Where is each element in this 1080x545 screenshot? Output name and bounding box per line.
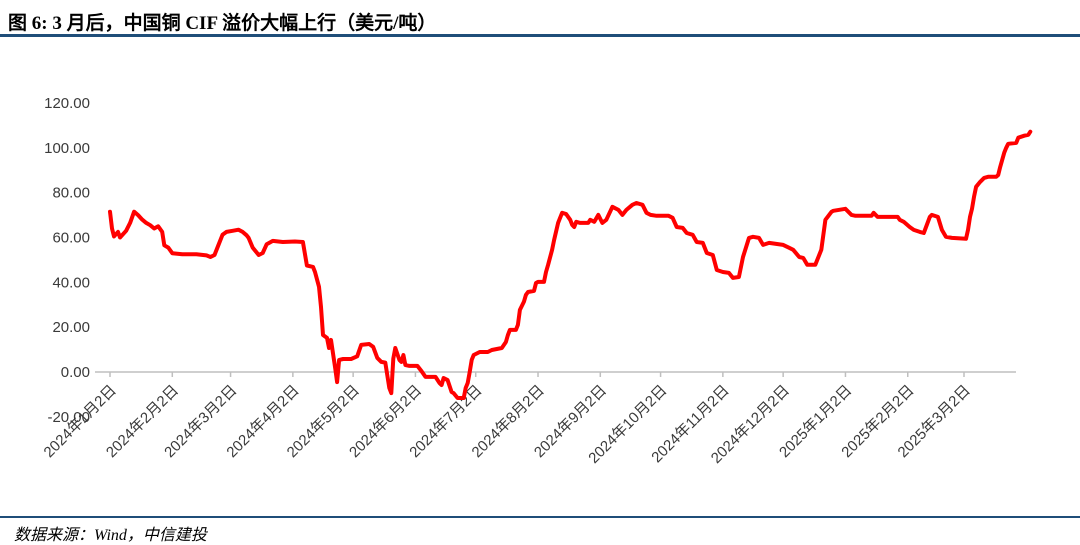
y-tick-label: -20.00 <box>47 409 90 426</box>
data-source-note: 数据来源：Wind，中信建投 <box>14 527 207 544</box>
y-tick-label: 120.00 <box>44 95 90 112</box>
y-tick-label: 80.00 <box>52 185 90 202</box>
page-title: 图 6: 3 月后，中国铜 CIF 溢价大幅上行（美元/吨） <box>8 13 437 34</box>
price-line <box>108 129 1033 400</box>
y-tick-label: 40.00 <box>52 274 90 291</box>
title-divider <box>0 34 1080 37</box>
y-tick-label: 60.00 <box>52 230 90 247</box>
y-tick-label: 0.00 <box>61 364 90 381</box>
y-tick-label: 20.00 <box>52 319 90 336</box>
footer-divider <box>0 516 1080 518</box>
y-tick-label: 100.00 <box>44 140 90 157</box>
